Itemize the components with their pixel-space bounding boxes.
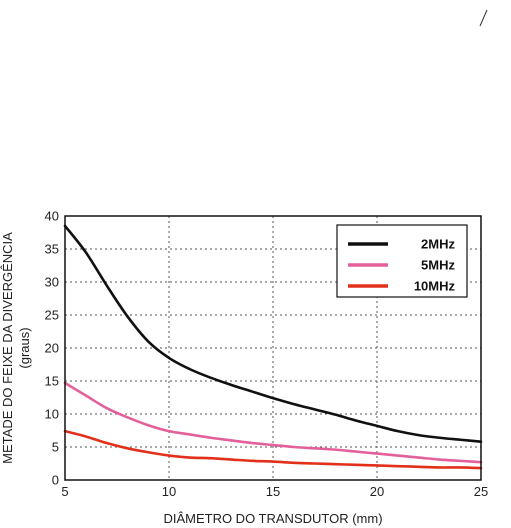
series-line-2mhz xyxy=(63,224,483,444)
corner-mark xyxy=(479,9,488,27)
legend-label-5mhz: 5MHz xyxy=(421,258,455,273)
y-tick-label: 20 xyxy=(45,341,59,356)
y-axis-label-line1: METADE DO FEIXE DA DIVERGÊNCIA xyxy=(0,232,15,464)
y-tick-labels: 0 5 10 15 20 25 30 35 40 xyxy=(45,209,59,488)
x-tick-label: 15 xyxy=(266,484,280,499)
x-tick-label: 10 xyxy=(162,484,176,499)
x-tick-label: 20 xyxy=(370,484,384,499)
x-tick-label: 25 xyxy=(474,484,488,499)
legend: 2MHz 5MHz 10MHz xyxy=(336,224,468,298)
y-axis-label-line2: (graus) xyxy=(17,327,32,368)
legend-label-2mhz: 2MHz xyxy=(421,237,455,252)
y-tick-label: 15 xyxy=(45,374,59,389)
y-tick-label: 25 xyxy=(45,308,59,323)
y-tick-label: 35 xyxy=(45,242,59,257)
y-tick-label: 10 xyxy=(45,407,59,422)
plot-frame xyxy=(64,215,482,481)
y-tick-label: 5 xyxy=(52,440,59,455)
series-line-10mhz xyxy=(63,429,483,470)
y-tick-label: 30 xyxy=(45,275,59,290)
x-axis-label: DIÂMETRO DO TRANSDUTOR (mm) xyxy=(163,511,382,526)
legend-label-10mhz: 10MHz xyxy=(414,279,456,294)
x-tick-labels: 5 10 15 20 25 xyxy=(61,484,488,499)
y-tick-label: 40 xyxy=(45,209,59,224)
series-line-5mhz xyxy=(63,381,483,464)
x-tick-label: 5 xyxy=(61,484,68,499)
series-lines xyxy=(63,224,483,470)
y-tick-label: 0 xyxy=(52,473,59,488)
